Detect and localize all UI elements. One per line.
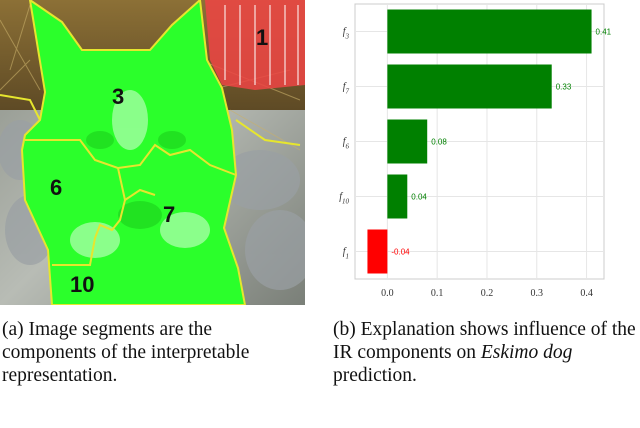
caption-b-prefix: (b) Explanation shows influence of the I…: [333, 319, 636, 363]
y-tick-label-f7: f7: [343, 82, 350, 96]
dog-segments-region: [20, 0, 247, 305]
bar-f10: [387, 174, 408, 219]
caption-a: (a) Image segments are the components of…: [2, 319, 250, 386]
caption-b-emphasis: Eskimo dog: [480, 342, 573, 363]
y-tick-label-f1: f1: [343, 247, 349, 261]
segment-label-1: 1: [256, 25, 268, 50]
x-tick-label: 0.4: [580, 288, 593, 299]
value-label-f1: -0.04: [391, 248, 410, 257]
segment-label-6: 6: [50, 175, 62, 200]
explanation-bar-chart: 0.0 0.1 0.2 0.3 0.4 0.41 f3 0.33 f7 0.08 f6 0.04 f10…: [332, 0, 640, 310]
value-label-f6: 0.08: [431, 138, 447, 147]
bar-f6: [387, 119, 428, 164]
segment-label-10: 10: [70, 272, 94, 297]
bar-f1: [367, 229, 388, 274]
y-tick-label-f3: f3: [343, 27, 350, 41]
x-tick-label: 0.1: [431, 288, 444, 299]
bar-f3: [387, 9, 592, 54]
segmented-dog-image: 1 3 6 7 10: [0, 0, 305, 305]
y-tick-label-f6: f6: [343, 137, 350, 151]
caption-b: (b) Explanation shows influence of the I…: [333, 318, 640, 387]
x-tick-label: 0.0: [381, 288, 394, 299]
caption-b-suffix: prediction.: [333, 365, 417, 386]
x-tick-label: 0.2: [481, 288, 494, 299]
segment-label-3: 3: [112, 84, 124, 109]
y-tick-label-f10: f10: [339, 192, 349, 206]
bar-f7: [387, 64, 552, 109]
value-label-f3: 0.41: [596, 28, 612, 37]
x-tick-label: 0.3: [531, 288, 544, 299]
value-label-f10: 0.04: [411, 193, 427, 202]
value-label-f7: 0.33: [556, 83, 572, 92]
segment-label-7: 7: [163, 202, 175, 227]
